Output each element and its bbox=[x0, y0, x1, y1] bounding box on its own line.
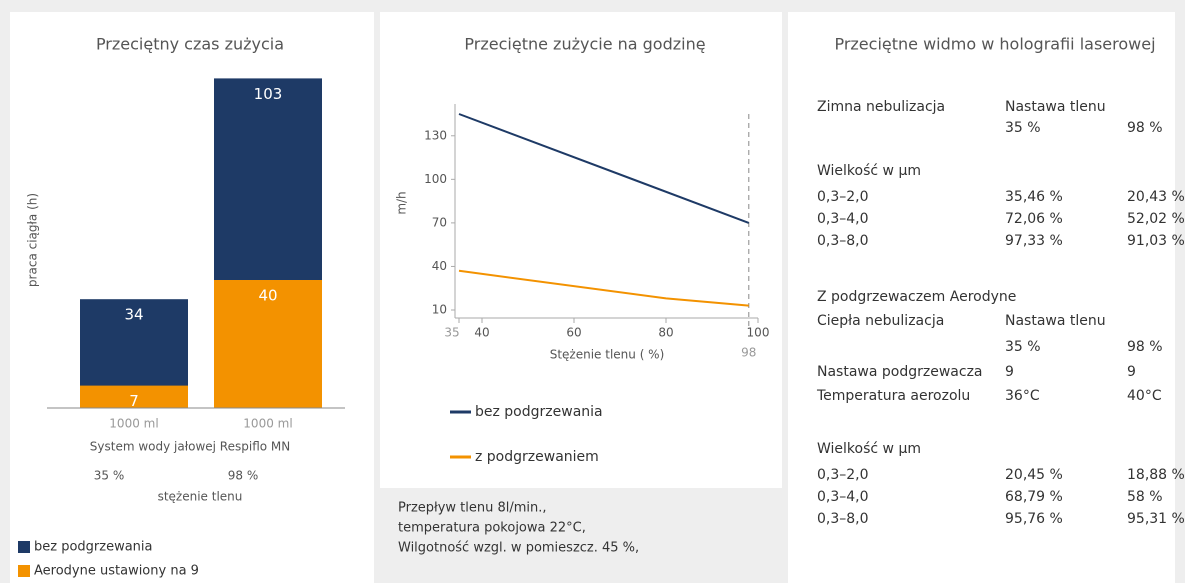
x-axis-label: System wody jałowej Respiflo MN bbox=[90, 440, 290, 454]
table-cell: Nastawa tlenu bbox=[1005, 313, 1106, 329]
x-axis-label: Stężenie tlenu ( %) bbox=[550, 348, 665, 362]
table-cell: 18,88 % bbox=[1127, 467, 1185, 483]
bar bbox=[214, 280, 322, 408]
table-cell: 0,3–2,0 bbox=[817, 467, 869, 483]
x-tick-label: 40 bbox=[474, 326, 489, 340]
table-cell: Nastawa podgrzewacza bbox=[817, 364, 983, 380]
note-line: temperatura pokojowa 22°C, bbox=[398, 521, 586, 536]
chart-title: Przeciętne zużycie na godzinę bbox=[464, 35, 705, 54]
y-tick-label: 10 bbox=[432, 303, 447, 317]
table-title: Przeciętne widmo w holografii laserowej bbox=[834, 35, 1155, 54]
x-tick-label: 1000 ml bbox=[109, 417, 158, 431]
sub-label: stężenie tlenu bbox=[158, 490, 243, 504]
table-cell: 9 bbox=[1127, 364, 1136, 380]
table-cell: 0,3–4,0 bbox=[817, 489, 869, 505]
legend-swatch bbox=[18, 541, 30, 553]
table-cell: 97,33 % bbox=[1005, 233, 1063, 249]
line bbox=[458, 269, 749, 307]
table-cell: 20,43 % bbox=[1127, 189, 1185, 205]
x-tick-label: 100 bbox=[747, 326, 770, 340]
value-label: 40 bbox=[258, 287, 277, 305]
table-cell: 72,06 % bbox=[1005, 211, 1063, 227]
legend-label: z podgrzewaniem bbox=[475, 449, 599, 465]
legend-label: bez podgrzewania bbox=[475, 404, 603, 420]
note-line: Przepływ tlenu 8l/min., bbox=[398, 501, 547, 516]
sub-category: 35 % bbox=[94, 469, 125, 483]
table-cell: 68,79 % bbox=[1005, 489, 1063, 505]
legend-label: bez podgrzewania bbox=[34, 540, 153, 555]
y-tick-label: 40 bbox=[432, 259, 447, 273]
note-line: Wilgotność wzgl. w pomieszcz. 45 %, bbox=[398, 541, 639, 556]
table-cell: Ciepła nebulizacja bbox=[817, 313, 944, 329]
table-cell: Wielkość w µm bbox=[817, 163, 921, 179]
table-cell: 95,76 % bbox=[1005, 511, 1063, 527]
table-cell: 35 % bbox=[1005, 120, 1041, 136]
y-tick-label: 70 bbox=[432, 215, 447, 229]
table-cell: Nastawa tlenu bbox=[1005, 99, 1106, 115]
table-cell: 98 % bbox=[1127, 120, 1163, 136]
table-cell: 91,03 % bbox=[1127, 233, 1185, 249]
table-cell: Z podgrzewaczem Aerodyne bbox=[817, 289, 1016, 305]
table-cell: 36°C bbox=[1005, 388, 1040, 404]
table-cell: 0,3–8,0 bbox=[817, 233, 869, 249]
line bbox=[458, 113, 750, 224]
note-box bbox=[380, 488, 782, 583]
legend-swatch bbox=[18, 565, 30, 577]
panel bbox=[380, 12, 782, 583]
legend-label: Aerodyne ustawiony na 9 bbox=[34, 564, 199, 579]
table-cell: 40°C bbox=[1127, 388, 1162, 404]
chart-title: Przeciętny czas zużycia bbox=[96, 35, 284, 54]
table-cell: Wielkość w µm bbox=[817, 441, 921, 457]
table-cell: 0,3–8,0 bbox=[817, 511, 869, 527]
y-tick-label: 130 bbox=[424, 128, 447, 142]
value-label: 103 bbox=[254, 85, 283, 103]
y-tick-label: 100 bbox=[424, 172, 447, 186]
table-cell: 0,3–2,0 bbox=[817, 189, 869, 205]
sub-category: 98 % bbox=[228, 469, 259, 483]
y-axis-label: praca ciągła (h) bbox=[26, 193, 40, 287]
x-tick-label: 80 bbox=[658, 326, 673, 340]
table-cell: 58 % bbox=[1127, 489, 1163, 505]
x-mark-label: 98 bbox=[741, 346, 756, 360]
table-cell: 98 % bbox=[1127, 339, 1163, 355]
value-label: 7 bbox=[129, 392, 139, 410]
table-cell: 95,31 % bbox=[1127, 511, 1185, 527]
table-cell: Temperatura aerozolu bbox=[816, 388, 970, 404]
table-cell: 35 % bbox=[1005, 339, 1041, 355]
x-mark-label: 35 bbox=[444, 326, 459, 340]
table-cell: 0,3–4,0 bbox=[817, 211, 869, 227]
y-axis-label: m/h bbox=[395, 191, 409, 214]
x-tick-label: 1000 ml bbox=[243, 417, 292, 431]
table-cell: 35,46 % bbox=[1005, 189, 1063, 205]
value-label: 34 bbox=[124, 306, 143, 324]
table-cell: Zimna nebulizacja bbox=[817, 99, 945, 115]
panel bbox=[788, 12, 1175, 583]
table-cell: 9 bbox=[1005, 364, 1014, 380]
table-cell: 20,45 % bbox=[1005, 467, 1063, 483]
table-cell: 52,02 % bbox=[1127, 211, 1185, 227]
bar bbox=[80, 385, 188, 408]
x-tick-label: 60 bbox=[566, 326, 581, 340]
